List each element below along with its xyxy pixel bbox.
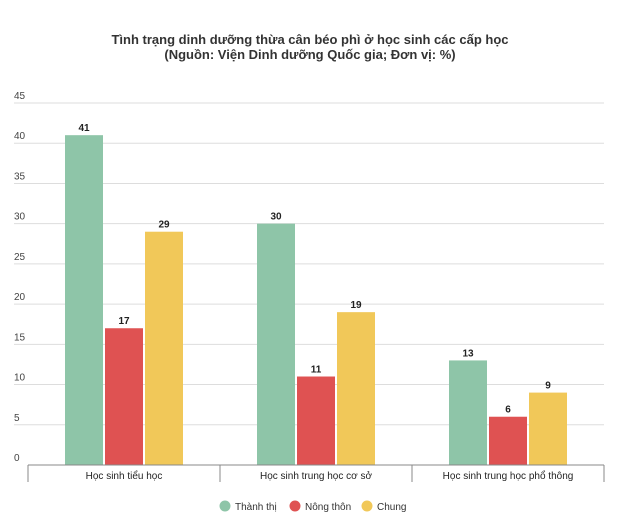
- legend-label: Thành thị: [235, 502, 277, 513]
- bar-chung: [145, 231, 183, 465]
- data-labels: 41 17 29 30 11 19 13 6 9: [78, 123, 551, 416]
- data-label: 11: [311, 365, 322, 376]
- data-label: 19: [350, 300, 362, 311]
- x-tick-label: Học sinh tiểu học: [86, 470, 163, 482]
- y-tick-label: 40: [14, 131, 26, 142]
- y-tick-label: 45: [14, 91, 26, 102]
- bar-chung: [529, 392, 567, 465]
- data-label: 41: [78, 123, 90, 134]
- x-tick-label: Học sinh trung học phổ thông: [443, 470, 574, 482]
- data-label: 29: [158, 220, 170, 231]
- legend-label: Chung: [377, 502, 406, 513]
- x-axis: Học sinh tiểu học Học sinh trung học cơ s…: [27, 464, 605, 482]
- y-tick-label: 30: [14, 212, 26, 223]
- y-tick-label: 35: [14, 171, 26, 182]
- legend-label: Nông thôn: [305, 502, 351, 513]
- legend-swatch-thanh-thi: [219, 500, 231, 512]
- y-tick-label: 20: [14, 292, 26, 303]
- x-tick-label: Học sinh trung học cơ sở: [260, 470, 372, 482]
- data-label: 9: [545, 381, 551, 392]
- bar-nong-thon: [489, 416, 527, 465]
- y-tick-label: 10: [14, 373, 26, 384]
- legend-swatch-chung: [361, 500, 373, 512]
- y-tick-label: 5: [14, 413, 20, 424]
- y-tick-label: 0: [14, 453, 20, 464]
- legend-swatch-nong-thon: [289, 500, 301, 512]
- y-tick-label: 25: [14, 252, 26, 263]
- bars: [65, 135, 567, 465]
- bar-thanh-thi: [257, 223, 295, 465]
- bar-nong-thon: [105, 328, 143, 465]
- bar-nong-thon: [297, 376, 335, 465]
- data-label: 6: [505, 405, 511, 416]
- legend: Thành thị Nông thôn Chung: [219, 500, 406, 513]
- bar-thanh-thi: [449, 360, 487, 465]
- chart-subtitle: (Nguồn: Viện Dinh dưỡng Quốc gia; Đơn vị…: [164, 47, 455, 62]
- y-tick-label: 15: [14, 332, 26, 343]
- chart-title: Tình trạng dinh dưỡng thừa cân béo phì ở…: [111, 32, 508, 47]
- data-label: 13: [462, 348, 474, 359]
- bar-thanh-thi: [65, 135, 103, 465]
- data-label: 30: [270, 212, 282, 223]
- data-label: 17: [118, 316, 130, 327]
- bar-chung: [337, 312, 375, 465]
